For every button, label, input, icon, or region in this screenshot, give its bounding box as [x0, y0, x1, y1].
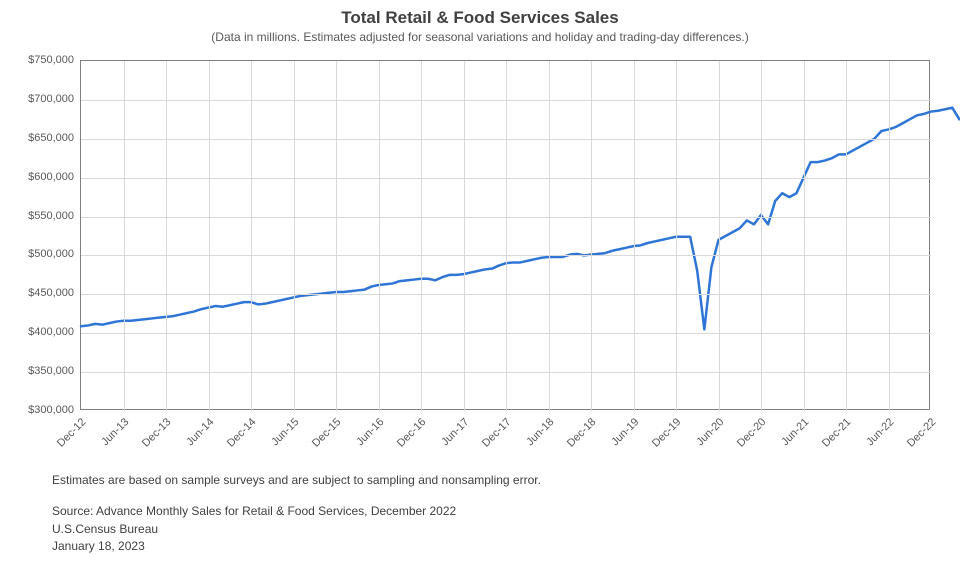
x-axis-label: Dec-19: [650, 416, 684, 450]
y-axis-label: $300,000: [20, 404, 74, 416]
y-axis-label: $700,000: [20, 93, 74, 105]
x-axis-label: Dec-12: [55, 416, 89, 450]
x-axis-label: Dec-18: [565, 416, 599, 450]
x-axis-label: Dec-20: [735, 416, 769, 450]
sales-line: [81, 108, 959, 330]
x-gridline: [379, 61, 380, 411]
x-gridline: [761, 61, 762, 411]
x-gridline: [804, 61, 805, 411]
x-axis-label: Jun-16: [354, 416, 386, 448]
footnote-source: Source: Advance Monthly Sales for Retail…: [52, 503, 541, 520]
x-axis-label: Jun-14: [184, 416, 216, 448]
x-axis-label: Jun-19: [609, 416, 641, 448]
y-axis-label: $550,000: [20, 210, 74, 222]
x-gridline: [846, 61, 847, 411]
plot-area: [80, 60, 930, 410]
footnotes: Estimates are based on sample surveys an…: [52, 472, 541, 556]
x-gridline: [549, 61, 550, 411]
x-axis-label: Dec-16: [395, 416, 429, 450]
x-gridline: [124, 61, 125, 411]
footnote-sampling: Estimates are based on sample surveys an…: [52, 472, 541, 489]
x-gridline: [591, 61, 592, 411]
x-gridline: [209, 61, 210, 411]
x-gridline: [506, 61, 507, 411]
x-gridline: [889, 61, 890, 411]
x-axis-label: Jun-13: [99, 416, 131, 448]
x-axis-label: Dec-13: [140, 416, 174, 450]
y-axis-label: $750,000: [20, 54, 74, 66]
x-axis-label: Jun-21: [779, 416, 811, 448]
y-axis-label: $350,000: [20, 365, 74, 377]
chart-subtitle: (Data in millions. Estimates adjusted fo…: [0, 30, 960, 44]
x-axis-label: Jun-20: [694, 416, 726, 448]
chart-container: Total Retail & Food Services Sales (Data…: [0, 0, 960, 562]
x-axis-label: Jun-18: [524, 416, 556, 448]
x-gridline: [166, 61, 167, 411]
x-gridline: [634, 61, 635, 411]
x-axis-label: Jun-15: [269, 416, 301, 448]
y-axis-label: $600,000: [20, 171, 74, 183]
y-axis-label: $400,000: [20, 326, 74, 338]
x-axis-label: Dec-21: [820, 416, 854, 450]
x-gridline: [719, 61, 720, 411]
x-gridline: [294, 61, 295, 411]
x-axis-label: Jun-22: [864, 416, 896, 448]
footnote-agency: U.S.Census Bureau: [52, 521, 541, 538]
chart-title: Total Retail & Food Services Sales: [0, 0, 960, 28]
x-axis-label: Jun-17: [439, 416, 471, 448]
x-axis-label: Dec-22: [905, 416, 939, 450]
y-axis-label: $450,000: [20, 287, 74, 299]
x-axis-label: Dec-17: [480, 416, 514, 450]
footnote-date: January 18, 2023: [52, 538, 541, 555]
x-gridline: [336, 61, 337, 411]
y-axis-label: $500,000: [20, 248, 74, 260]
x-gridline: [421, 61, 422, 411]
x-axis-label: Dec-15: [310, 416, 344, 450]
x-axis-label: Dec-14: [225, 416, 259, 450]
x-gridline: [676, 61, 677, 411]
x-gridline: [464, 61, 465, 411]
y-axis-label: $650,000: [20, 132, 74, 144]
x-gridline: [251, 61, 252, 411]
